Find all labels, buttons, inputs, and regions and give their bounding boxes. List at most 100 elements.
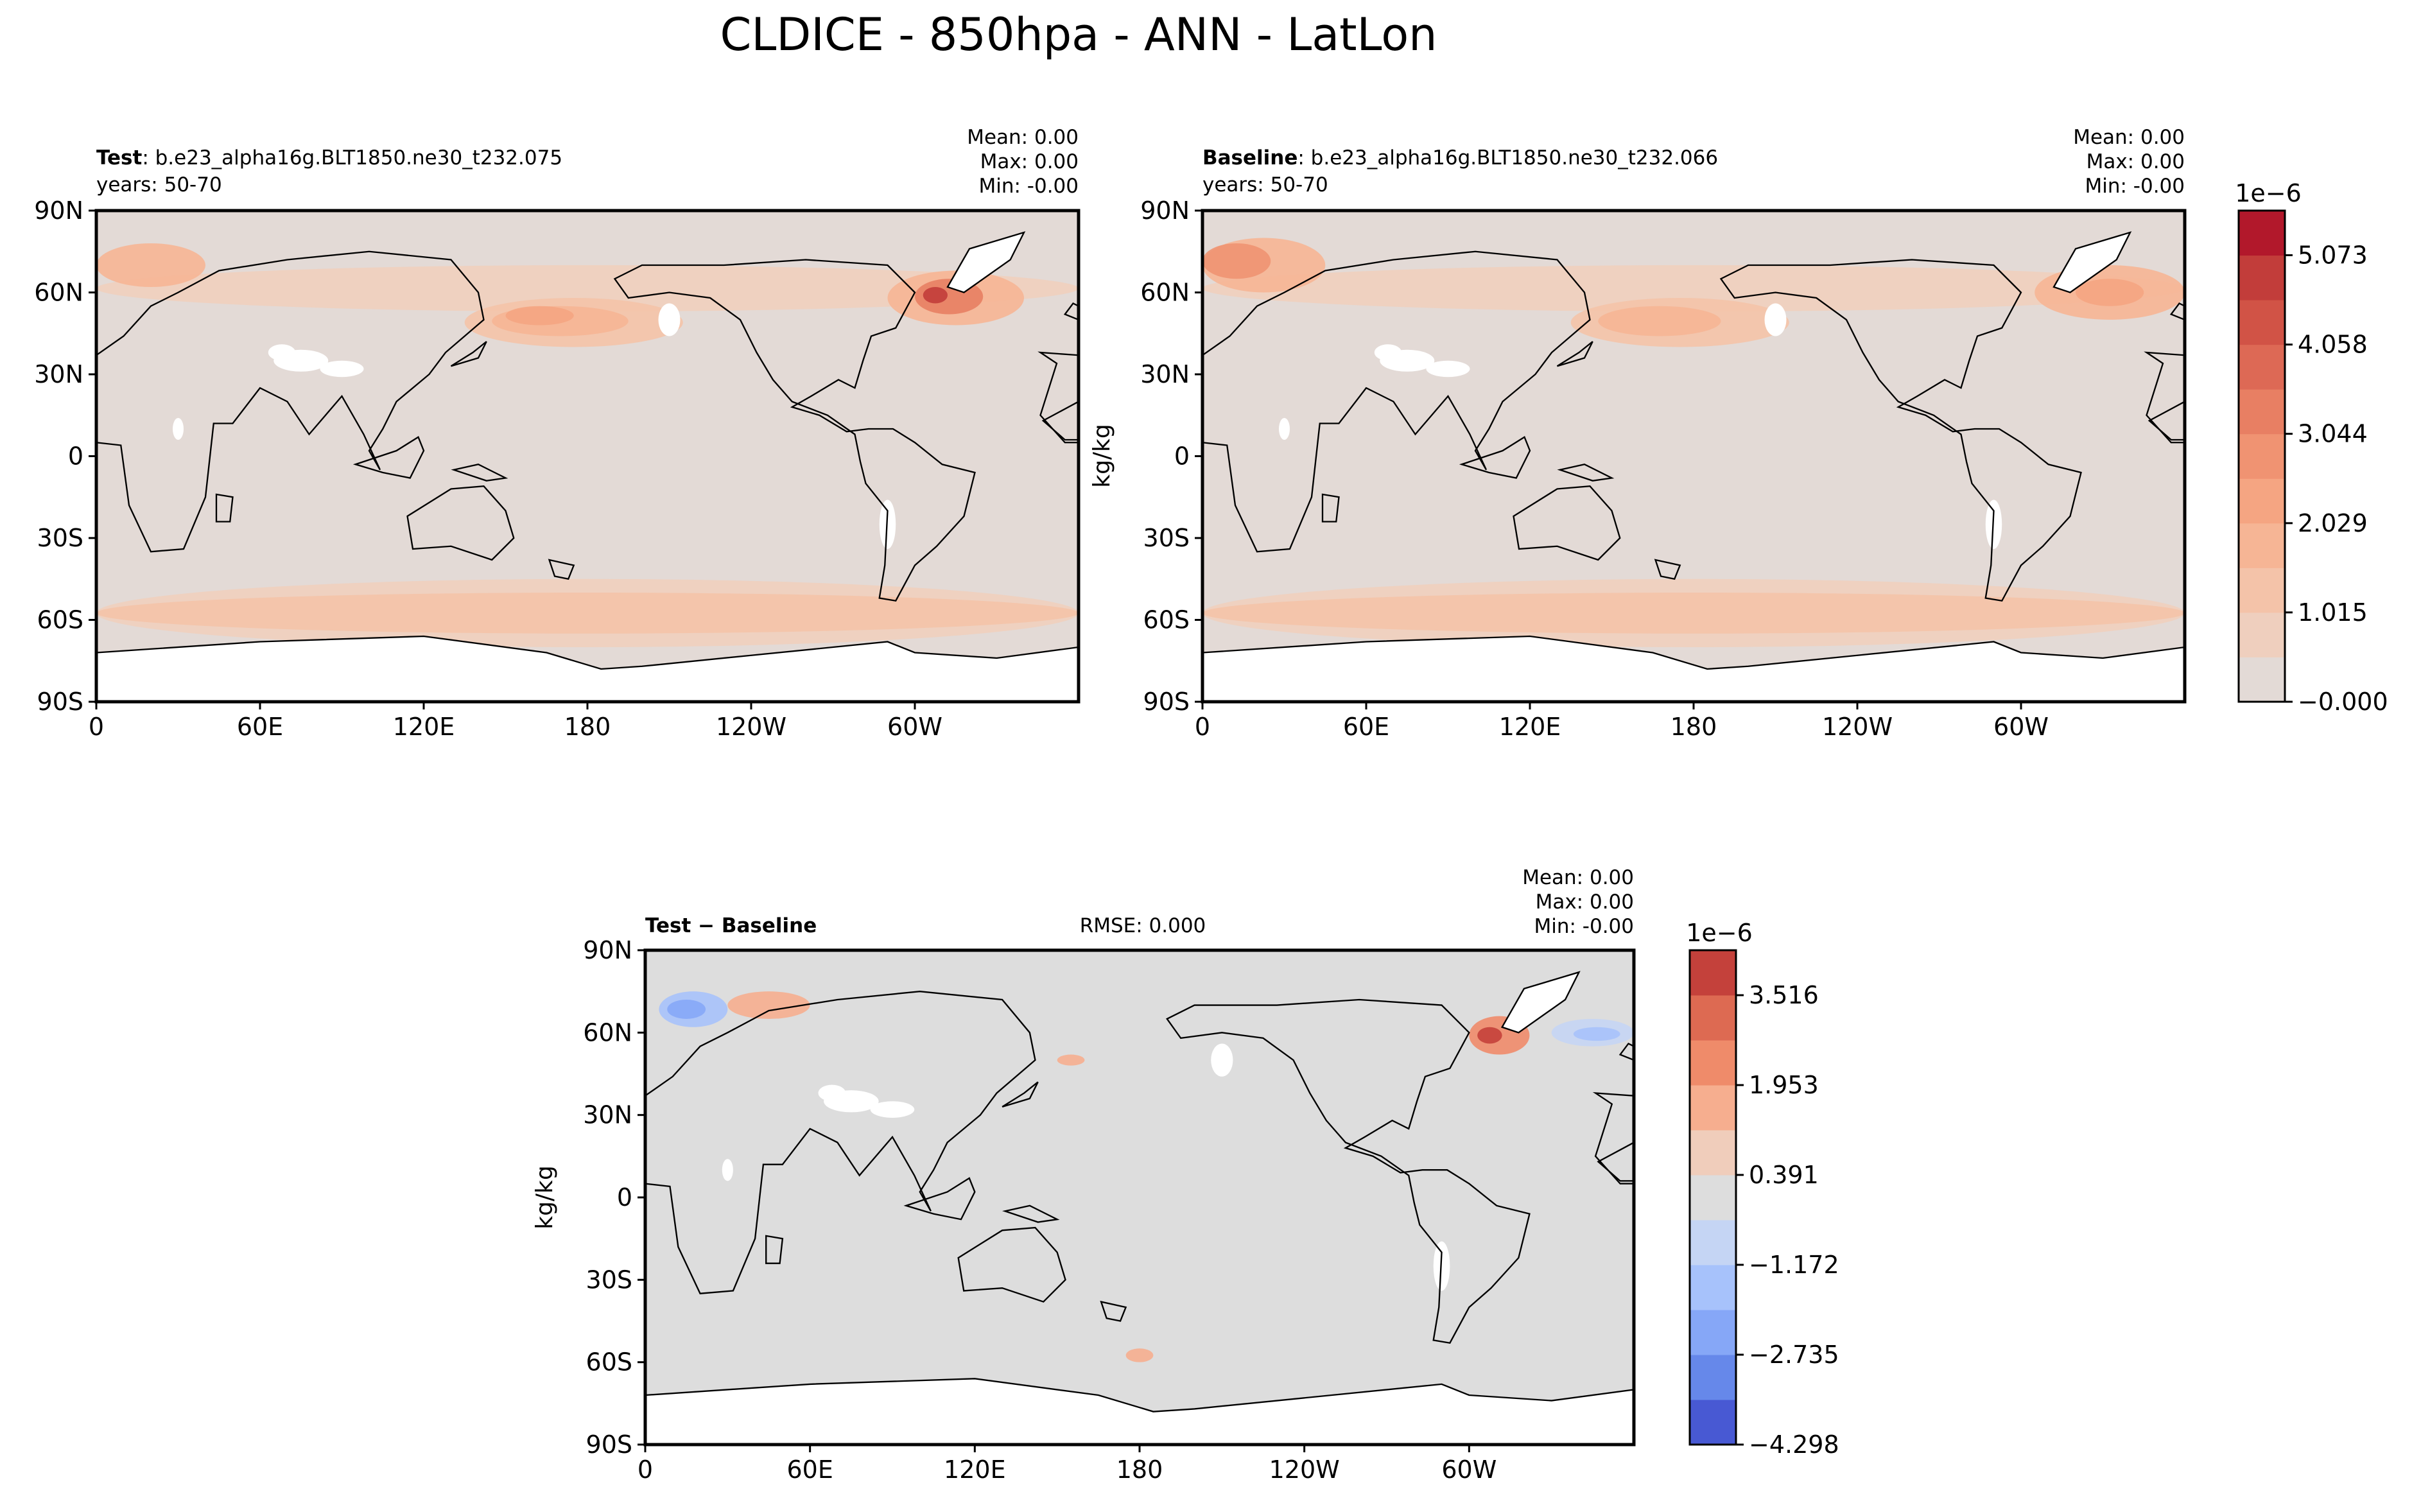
panel-baseline-label-rest: : b.e23_alpha16g.BLT1850.ne30_t232.066 bbox=[1297, 146, 1718, 169]
y-tick-label: 30S bbox=[586, 1265, 632, 1294]
x-tick-label: 180 bbox=[1670, 713, 1717, 741]
x-tick-label: 60W bbox=[1993, 713, 2049, 741]
colorbar-segment bbox=[1690, 950, 1736, 996]
panel-baseline-yticks: 90N 60N 30N 0 30S 60S 90S bbox=[1140, 196, 1202, 716]
panel-baseline-mean: Mean: 0.00 bbox=[2073, 126, 2185, 149]
colorbar-segment bbox=[1690, 995, 1736, 1041]
y-tick-label: 30N bbox=[34, 360, 83, 388]
colorbar-tick-label: 5.073 bbox=[2298, 241, 2368, 270]
greenland-missing bbox=[948, 232, 1024, 293]
x-tick-label: 120E bbox=[944, 1456, 1006, 1484]
greenland-missing bbox=[2054, 232, 2130, 293]
y-tick-label: 60N bbox=[583, 1018, 632, 1047]
panel-test-yticks: 90N 60N 30N 0 30S 60S 90S bbox=[34, 196, 96, 716]
x-tick-label: 120W bbox=[1822, 713, 1893, 741]
colorbar-frame bbox=[1688, 949, 1737, 1446]
panel-diff-min: Min: -0.00 bbox=[1534, 915, 1634, 938]
y-tick-label: 90S bbox=[1143, 688, 1190, 716]
field-region bbox=[2076, 279, 2144, 306]
colorbar-segment bbox=[1690, 1175, 1736, 1221]
colorbar-tick-label: 1.015 bbox=[2298, 598, 2368, 627]
colorbar-sequential: −0.000 1.015 2.029 3.044 4.058 5.073 1e−6 bbox=[2235, 179, 2388, 716]
y-tick-label: 60N bbox=[1140, 279, 1190, 307]
colorbar-segment bbox=[2239, 523, 2285, 568]
y-tick-label: 30N bbox=[583, 1101, 632, 1129]
colorbar-segment bbox=[1690, 1355, 1736, 1400]
panel-diff-yticks: 90N 60N 30N 0 30S 60S 90S bbox=[583, 936, 645, 1459]
x-tick-label: 120W bbox=[1269, 1456, 1340, 1484]
y-tick-label: 90S bbox=[37, 688, 83, 716]
x-tick-label: 120E bbox=[1499, 713, 1561, 741]
panel-test-max: Max: 0.00 bbox=[980, 150, 1079, 173]
panel-baseline: Baseline: b.e23_alpha16g.BLT1850.ne30_t2… bbox=[1089, 126, 2388, 741]
colorbar-tick-label: 4.058 bbox=[2298, 331, 2368, 359]
panel-test-land bbox=[96, 232, 1079, 702]
missing-data-region bbox=[1764, 303, 1787, 336]
colorbar-tick-label: 0.391 bbox=[1749, 1161, 1819, 1189]
field-region bbox=[1202, 243, 1271, 279]
y-tick-label: 0 bbox=[617, 1183, 632, 1212]
colorbar-segment bbox=[2239, 568, 2285, 613]
panel-difference: Test − Baseline RMSE: 0.000 Mean: 0.00 M… bbox=[532, 866, 1839, 1484]
panel-baseline-years: years: 50-70 bbox=[1202, 173, 1328, 196]
panel-baseline-max: Max: 0.00 bbox=[2087, 150, 2185, 173]
missing-data-region bbox=[1380, 349, 1435, 372]
colorbar-segment bbox=[1690, 1310, 1736, 1355]
x-tick-label: 120E bbox=[393, 713, 455, 741]
field-region bbox=[96, 593, 1079, 634]
panel-diff-ylabel: kg/kg bbox=[532, 1165, 558, 1230]
panel-baseline-field bbox=[1202, 238, 2185, 647]
colorbar-frame bbox=[2237, 209, 2286, 703]
colorbar-segment bbox=[2239, 255, 2285, 300]
panel-baseline-land bbox=[1202, 232, 2185, 702]
panel-baseline-xticks: 0 60E 120E 180 120W 60W bbox=[1195, 702, 2049, 741]
missing-data-region bbox=[1211, 1043, 1233, 1077]
y-tick-label: 60N bbox=[34, 279, 83, 307]
colorbar-tick-label: 2.029 bbox=[2298, 509, 2368, 537]
panel-diff-land bbox=[645, 972, 1634, 1445]
x-tick-label: 0 bbox=[89, 713, 104, 741]
y-tick-label: 60S bbox=[1143, 606, 1190, 634]
panel-test: Test: b.e23_alpha16g.BLT1850.ne30_t232.0… bbox=[34, 126, 1080, 741]
missing-data-region bbox=[173, 418, 184, 440]
y-tick-label: 90N bbox=[1140, 196, 1190, 225]
x-tick-label: 60W bbox=[887, 713, 942, 741]
field-region bbox=[1125, 1348, 1154, 1362]
colorbar-tick-label: −2.735 bbox=[1749, 1341, 1839, 1369]
colorbar-segment bbox=[2239, 389, 2285, 435]
y-tick-label: 90N bbox=[583, 936, 632, 964]
missing-data-region bbox=[1426, 360, 1470, 378]
x-tick-label: 60E bbox=[237, 713, 283, 741]
x-tick-label: 0 bbox=[1195, 713, 1210, 741]
panel-test-map bbox=[96, 211, 1079, 702]
antarctica-missing bbox=[1202, 636, 2185, 702]
panel-test-mean: Mean: 0.00 bbox=[967, 126, 1079, 149]
field-region bbox=[505, 306, 574, 326]
y-tick-label: 30S bbox=[1143, 524, 1190, 552]
greenland-missing bbox=[1502, 972, 1579, 1033]
panel-baseline-label: Baseline: b.e23_alpha16g.BLT1850.ne30_t2… bbox=[1202, 146, 1718, 169]
missing-data-region bbox=[870, 1101, 915, 1118]
y-tick-label: 30S bbox=[37, 524, 83, 552]
panel-baseline-map bbox=[1202, 211, 2185, 702]
x-tick-label: 0 bbox=[638, 1456, 653, 1484]
colorbar-tick-label: −0.000 bbox=[2298, 688, 2388, 716]
panel-diff-label-bold: Test bbox=[645, 914, 691, 937]
colorbar-tick-label: 1.953 bbox=[1749, 1071, 1819, 1099]
field-region bbox=[1573, 1027, 1620, 1041]
colorbar-segment bbox=[2239, 478, 2285, 524]
missing-data-region bbox=[320, 360, 364, 378]
colorbar-segment bbox=[2239, 612, 2285, 657]
colorbar-segment bbox=[2239, 211, 2285, 256]
colorbar-segment bbox=[1690, 1130, 1736, 1176]
colorbar-exponent: 1e−6 bbox=[1686, 919, 1753, 947]
colorbar-segment bbox=[2239, 300, 2285, 345]
colorbar-segment bbox=[2239, 657, 2285, 702]
x-tick-label: 60W bbox=[1441, 1456, 1497, 1484]
panel-diff-map bbox=[645, 950, 1634, 1445]
x-tick-label: 60E bbox=[786, 1456, 833, 1484]
field-region bbox=[1598, 306, 1721, 336]
x-tick-label: 120W bbox=[716, 713, 786, 741]
panel-diff-max: Max: 0.00 bbox=[1536, 891, 1634, 914]
